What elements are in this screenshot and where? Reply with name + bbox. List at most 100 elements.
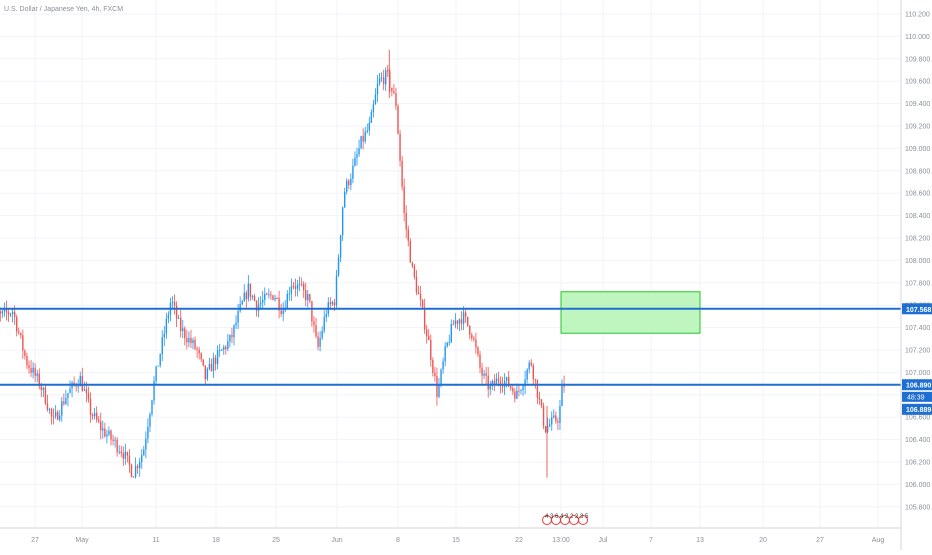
candle-down (387, 65, 389, 77)
target-zone-rect[interactable] (560, 291, 701, 334)
candle-down (397, 103, 399, 135)
price-label-0-bg (902, 303, 932, 315)
event-markers[interactable]: 4 3 6 4 2 2 2 3 5 (542, 514, 590, 525)
candle-up (59, 410, 61, 422)
x-tick-label: 11 (152, 537, 159, 544)
candle-body (85, 389, 88, 394)
y-tick-label: 107.000 (905, 370, 930, 377)
y-tick-label: 108.600 (905, 191, 930, 198)
candle-body (403, 186, 405, 213)
candle-up (444, 342, 446, 367)
candle-up (358, 139, 360, 157)
candle-up (32, 362, 34, 379)
candle-body (518, 390, 520, 392)
candle-body (493, 380, 496, 385)
candle-down (300, 277, 303, 287)
candle-body (354, 157, 356, 166)
candle-body (79, 376, 81, 387)
candle-body (210, 364, 213, 372)
candle-up (157, 365, 159, 367)
candle-body (233, 325, 235, 338)
candle-down (530, 359, 532, 367)
candle-body (182, 328, 184, 332)
candle-up (376, 74, 379, 102)
candle-down (423, 298, 426, 334)
candle-up (77, 379, 79, 393)
candle-down (280, 303, 282, 317)
current-price-bg (902, 403, 932, 415)
candle-body (305, 290, 307, 301)
candle-up (366, 123, 368, 134)
candle-up (153, 376, 155, 405)
x-tick-label: 22 (515, 537, 523, 544)
candle-up (235, 315, 237, 330)
candle-down (28, 360, 30, 374)
candle-body (419, 294, 422, 300)
candle-body (286, 293, 288, 310)
candle-down (399, 129, 401, 167)
y-tick-label: 109.600 (905, 79, 930, 86)
candle-down (487, 367, 489, 398)
y-tick-label: 109.400 (905, 101, 930, 108)
candle-body (510, 386, 512, 389)
price-label-0: 107.568 (902, 303, 932, 315)
event-marker-group[interactable]: 4 3 6 4 2 2 2 3 5 (542, 514, 590, 525)
candle-body (231, 334, 233, 338)
candle-body (444, 346, 446, 362)
candle-up (259, 296, 262, 308)
candle-body (530, 362, 532, 366)
horizontal-lines[interactable] (0, 307, 901, 386)
candles (0, 49, 565, 479)
candle-body (81, 376, 83, 391)
candle-up (1, 309, 4, 319)
candle-up (528, 360, 530, 374)
candle-up (352, 158, 354, 184)
candle-body (462, 312, 465, 324)
candle-down (382, 69, 385, 91)
candle-up (264, 287, 266, 306)
candle-up (522, 383, 524, 396)
y-tick-label: 108.200 (905, 236, 930, 243)
candle-up (356, 147, 358, 166)
candle-up (141, 449, 143, 469)
candle-up (114, 436, 116, 448)
candle-body (274, 297, 276, 300)
candle-up (546, 417, 549, 434)
candle-up (262, 291, 264, 310)
candle-down (110, 429, 112, 446)
candle-body (24, 350, 26, 356)
candle-body (91, 414, 94, 417)
candle-body (116, 439, 118, 452)
candle-body (481, 367, 483, 376)
candle-body (163, 333, 165, 338)
candle-down (89, 392, 92, 423)
candle-body (102, 428, 104, 431)
candle-body (405, 212, 407, 230)
candle-body (243, 292, 245, 302)
chart-title: U.S. Dollar / Japanese Yen, 4h, FXCM (4, 6, 124, 13)
candle-up (237, 303, 239, 330)
candle-body (331, 301, 334, 305)
candle-body (397, 106, 399, 134)
candle-down (292, 282, 295, 290)
candle-body (413, 265, 416, 277)
zone-layer[interactable] (560, 291, 701, 334)
candle-body (524, 379, 526, 387)
candle-body (196, 348, 198, 350)
candle-body (28, 365, 30, 369)
candle-body (180, 317, 182, 332)
y-tick-label: 105.800 (905, 504, 930, 511)
candle-up (182, 319, 184, 339)
candle-up (274, 294, 276, 302)
candle-body (483, 373, 485, 376)
candle-down (315, 317, 317, 339)
candle-body (315, 325, 317, 337)
candle-down (544, 425, 547, 434)
candle-body (374, 94, 377, 105)
candle-down (362, 128, 364, 150)
candle-up (147, 418, 149, 444)
candle-body (186, 338, 188, 343)
candle-up (561, 379, 563, 407)
